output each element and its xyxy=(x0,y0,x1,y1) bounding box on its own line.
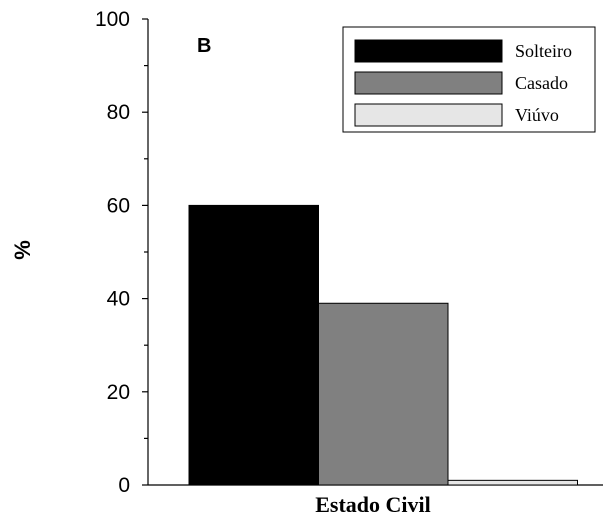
bars xyxy=(188,204,578,486)
legend-swatch xyxy=(354,103,503,127)
legend-swatch xyxy=(354,39,503,63)
y-tick-label: 40 xyxy=(107,288,130,311)
legend-swatch xyxy=(354,71,503,95)
bar-viúvo xyxy=(447,479,578,486)
legend-label: Casado xyxy=(515,73,568,93)
y-ticks: 0 20 40 60 80 100 xyxy=(95,8,148,497)
legend-label: Solteiro xyxy=(515,41,572,61)
y-tick-label: 100 xyxy=(95,8,130,31)
legend-label: Viúvo xyxy=(515,105,559,125)
bar-casado xyxy=(318,302,449,486)
y-tick-label: 0 xyxy=(118,474,130,497)
y-tick-label: 20 xyxy=(107,381,130,404)
y-tick-label: 60 xyxy=(107,194,130,217)
panel-label: B xyxy=(197,35,211,57)
y-tick-label: 80 xyxy=(107,101,130,124)
bar-solteiro xyxy=(188,204,319,486)
x-axis-label: Estado Civil xyxy=(315,492,431,517)
legend: Solteiro Casado Viúvo xyxy=(342,26,596,133)
y-axis-label: % xyxy=(10,240,35,260)
